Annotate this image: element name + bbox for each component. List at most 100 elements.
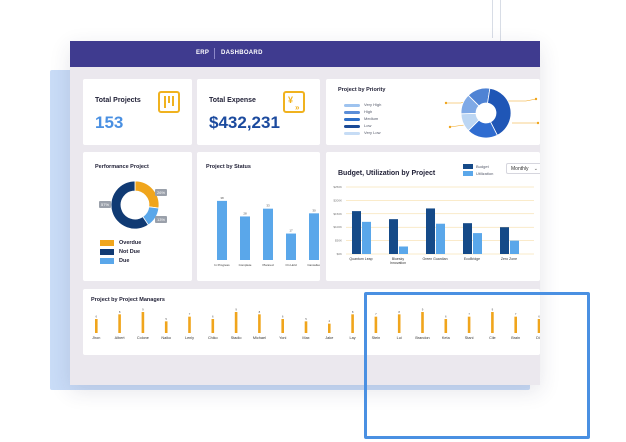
legend-swatch — [463, 164, 473, 169]
budget-category-label: Green Guardian — [422, 257, 447, 261]
manager-name-label: Michael — [253, 336, 266, 340]
budget-bar — [426, 208, 435, 254]
status-value-label: 17 — [289, 229, 293, 233]
leader-dot — [536, 121, 540, 125]
manager-value-label: 8 — [352, 310, 354, 314]
leader-line — [508, 98, 537, 102]
managers-title: Project by Project Managers — [91, 297, 165, 303]
legend-swatch — [100, 258, 114, 264]
manager-value-label: 6 — [212, 315, 214, 319]
y-tick-label: $50K — [335, 239, 342, 243]
legend-swatch — [100, 240, 114, 246]
manager-bar — [281, 319, 284, 333]
leader-dot — [448, 125, 452, 129]
manager-bar — [537, 319, 540, 333]
nav-dashboard[interactable]: DASHBOARD — [221, 50, 263, 56]
manager-name-label: Jake — [325, 336, 333, 340]
nav-erp[interactable]: ERP — [196, 50, 210, 56]
yen-transfer-icon: ¥ » — [283, 91, 305, 113]
manager-bar — [397, 314, 401, 333]
status-value-label: 30 — [312, 208, 316, 212]
manager-name-label: Lenly — [185, 336, 194, 340]
legend-swatch — [463, 171, 473, 176]
manager-name-label: Lui — [397, 336, 402, 340]
status-category-label: Cancelled — [307, 263, 320, 267]
status-bar-chart: 38 In Progress 28 Complete 33 Planned 17 On Hol… — [214, 196, 320, 267]
budget-category-label: Quantum Leap — [349, 257, 372, 261]
status-bar — [286, 233, 296, 260]
priority-title: Project by Priority — [338, 87, 386, 93]
budget-bar — [362, 221, 371, 254]
total-projects-label: Total Projects — [95, 97, 141, 104]
status-category-label: In Progress — [214, 263, 230, 267]
manager-bar — [374, 316, 378, 333]
manager-value-label: 7 — [515, 312, 517, 316]
budget-card: Budget, Utilization by Project Budget Uti… — [326, 152, 540, 281]
status-category-label: Complete — [239, 263, 252, 267]
manager-bar — [304, 321, 308, 333]
manager-value-label: 5 — [305, 317, 307, 321]
manager-bar — [444, 319, 448, 333]
performance-donut-chart — [110, 180, 160, 230]
total-expense-card: Total Expense $432,231 ¥ » — [197, 79, 320, 145]
legend-label: Budget — [476, 164, 489, 169]
y-tick-label: $150K — [333, 212, 342, 216]
chevron-down-icon: ⌄ — [533, 166, 538, 172]
manager-bar — [328, 323, 331, 333]
manager-bar — [141, 312, 145, 333]
manager-bar — [351, 314, 354, 333]
manager-value-label: 9 — [142, 308, 144, 312]
budget-bar — [510, 240, 519, 254]
status-category-label: Planned — [262, 263, 273, 267]
managers-card: Project by Project Managers 6 Jhon 8 Albert… — [83, 289, 540, 355]
budget-bar — [473, 233, 482, 254]
manager-value-label: 6 — [538, 315, 540, 319]
percent-badge: 13% — [155, 216, 168, 223]
legend-label: Utilization — [476, 171, 494, 176]
total-expense-value: $432,231 — [209, 113, 280, 132]
manager-value-label: 6 — [445, 315, 447, 319]
performance-title: Performance Project — [95, 164, 149, 170]
status-bar — [217, 200, 227, 260]
manager-bar — [95, 319, 98, 333]
budget-bar — [436, 223, 445, 254]
manager-name-label: Max — [302, 336, 309, 340]
period-select[interactable]: Monthly ⌄ — [506, 163, 540, 174]
budget-title: Budget, Utilization by Project — [338, 170, 436, 177]
leader-dot — [534, 97, 538, 101]
budget-bar — [352, 211, 361, 254]
manager-bar — [118, 314, 121, 333]
manager-name-label: Brandon — [415, 336, 429, 340]
legend-label: Not Due — [119, 249, 141, 255]
status-title: Project by Status — [206, 164, 251, 170]
manager-name-label: Stein — [372, 336, 381, 340]
legend-swatch — [344, 125, 360, 128]
leader-line — [449, 124, 465, 128]
manager-bar — [188, 316, 191, 333]
budget-bar — [399, 246, 408, 254]
budget-bar-chart: $250K $200K $150K $100K $50K $0K Quantum Leap B… — [333, 185, 534, 265]
kanban-icon — [158, 91, 180, 113]
manager-name-label: Keta — [442, 336, 451, 340]
manager-bar — [234, 312, 238, 333]
manager-name-label: Naiko — [161, 336, 171, 340]
manager-value-label: 7 — [375, 312, 377, 316]
y-tick-label: $0K — [337, 252, 342, 256]
status-bar — [263, 208, 273, 260]
performance-slice-2 — [110, 180, 149, 230]
manager-value-label: 7 — [468, 312, 470, 316]
percent-badge: 57% — [99, 201, 112, 208]
total-expense-label: Total Expense — [209, 97, 256, 104]
status-card: Project by Status 38 In Progress 28 Complet… — [197, 152, 320, 281]
budget-category-label: EcoBridge — [464, 257, 480, 261]
priority-card: Project by Priority Very High High Medium L… — [326, 79, 540, 145]
manager-bar — [258, 314, 261, 333]
legend-swatch — [344, 111, 360, 114]
period-value: Monthly — [511, 166, 529, 172]
manager-name-label: Chiko — [208, 336, 218, 340]
leader-dot — [444, 101, 448, 105]
legend-label: Very Low — [364, 130, 381, 135]
budget-category-label: Bluesky — [392, 257, 405, 261]
percent-badge: 26% — [155, 189, 168, 196]
manager-value-label: 9 — [492, 308, 494, 312]
